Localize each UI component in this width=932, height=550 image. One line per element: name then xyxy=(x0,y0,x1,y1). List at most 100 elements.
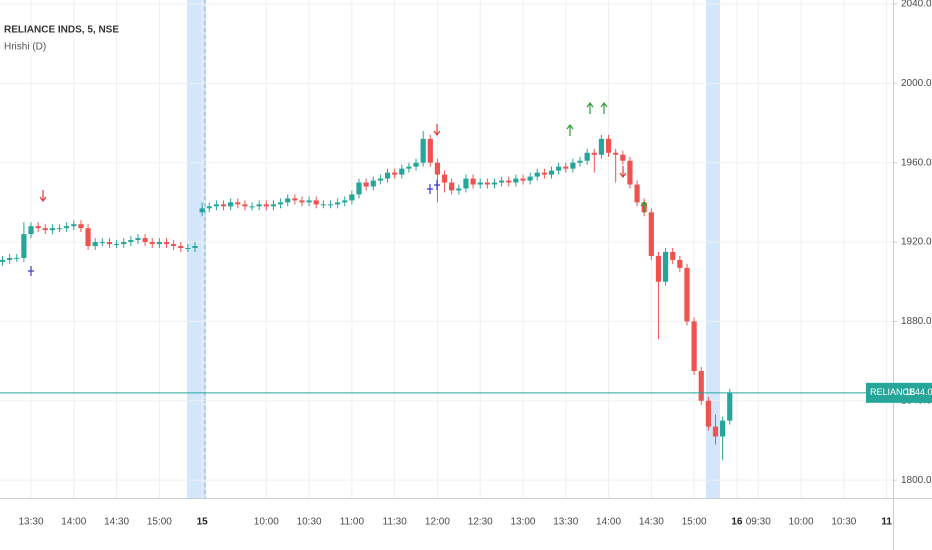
x-tick-label: 11 xyxy=(881,517,892,528)
x-tick-label: 14:30 xyxy=(104,517,129,528)
candle-body xyxy=(185,248,191,250)
candle-body xyxy=(605,138,612,153)
x-tick-label: 14:30 xyxy=(639,517,664,528)
candle-body xyxy=(349,194,355,201)
candle-body xyxy=(249,206,255,208)
neutral-signal xyxy=(434,180,440,190)
candle-body xyxy=(313,200,319,205)
candle-body xyxy=(477,182,483,185)
candle-body xyxy=(0,259,6,262)
candle-body xyxy=(56,228,63,230)
x-tick-label: 14:00 xyxy=(61,517,86,528)
candle-body xyxy=(406,166,412,169)
session-band xyxy=(187,0,206,498)
candle-body xyxy=(142,238,148,243)
candle-body xyxy=(491,182,498,185)
candle-body xyxy=(470,178,476,185)
candle-body xyxy=(220,204,227,207)
candle-body xyxy=(513,178,519,183)
x-tick-label: 13:00 xyxy=(510,517,535,528)
x-tick-label: 12:00 xyxy=(425,517,450,528)
candle-body xyxy=(577,160,583,163)
y-tick-label: 1920.00 xyxy=(901,237,932,248)
candle-body xyxy=(556,166,562,171)
buy-signal xyxy=(586,102,594,114)
candle-body xyxy=(113,244,120,246)
candle-body xyxy=(655,255,662,282)
candle-body xyxy=(106,242,113,245)
candle-body xyxy=(327,204,334,206)
candle-body xyxy=(256,204,262,207)
candle-body xyxy=(213,204,219,207)
candle-body xyxy=(705,400,711,427)
candle-body xyxy=(306,200,312,203)
candle-body xyxy=(427,138,433,163)
x-tick-label: 10:30 xyxy=(297,517,322,528)
candle-body xyxy=(342,200,348,203)
candle-body xyxy=(335,202,341,205)
candle-body xyxy=(598,138,605,155)
candle-body xyxy=(534,172,540,177)
candle-body xyxy=(370,180,376,187)
buy-signal xyxy=(600,102,608,114)
y-tick-label: 1960.00 xyxy=(901,157,932,168)
x-tick-label: 10:30 xyxy=(831,517,856,528)
candle-body xyxy=(456,188,462,191)
candle-body xyxy=(320,204,326,206)
candle-body xyxy=(42,228,48,231)
candle-body xyxy=(670,251,676,260)
sell-signal xyxy=(433,124,441,136)
candle-body xyxy=(541,172,547,175)
candle-body xyxy=(192,246,198,249)
candle-body xyxy=(662,251,669,282)
candle-body xyxy=(35,226,41,229)
candle-body xyxy=(277,202,284,205)
x-tick-label: 13:30 xyxy=(19,517,44,528)
candle-body xyxy=(92,242,98,247)
x-tick-label: 10:00 xyxy=(254,517,279,528)
candle-body xyxy=(727,392,733,421)
session-band xyxy=(706,0,720,498)
candle-body xyxy=(399,168,405,175)
candle-body xyxy=(392,172,398,175)
candle-body xyxy=(634,184,640,203)
candle-body xyxy=(292,198,298,201)
y-tick-label: 2040.00 xyxy=(901,0,932,10)
candle-body xyxy=(128,240,134,243)
candle-body xyxy=(620,154,626,161)
candle-body xyxy=(135,238,141,241)
candle-body xyxy=(14,257,20,259)
candle-body xyxy=(627,160,633,185)
candle-body xyxy=(263,204,269,207)
candle-body xyxy=(163,242,170,245)
candle-body xyxy=(149,242,155,245)
sell-signal xyxy=(39,190,47,202)
candle-body xyxy=(434,162,441,175)
candle-body xyxy=(413,162,419,167)
candle-body xyxy=(499,180,505,183)
candle-body xyxy=(527,176,533,181)
x-tick-label: 15:00 xyxy=(682,517,707,528)
candle-body xyxy=(156,242,162,245)
candle-body xyxy=(199,208,205,213)
x-tick-label: 13:30 xyxy=(553,517,578,528)
candle-body xyxy=(171,244,177,247)
candle-body xyxy=(584,152,590,161)
candle-body xyxy=(242,204,248,207)
candle-body xyxy=(49,228,56,231)
candle-body xyxy=(285,198,291,203)
symbol-title: RELIANCE INDS, 5, NSE xyxy=(4,25,119,36)
x-tick-label: 15:00 xyxy=(147,517,172,528)
last-price-symbol: RELIANCE xyxy=(870,387,915,397)
candle-body xyxy=(563,166,569,169)
candle-body xyxy=(299,200,305,203)
candle-body xyxy=(484,182,490,185)
candle-body xyxy=(548,170,555,175)
candle-body xyxy=(677,259,683,268)
last-price-box xyxy=(866,382,932,403)
x-tick-label: 15 xyxy=(197,517,209,528)
candle-body xyxy=(684,267,690,322)
candle-body xyxy=(178,246,184,249)
x-tick-label: 14:00 xyxy=(596,517,621,528)
